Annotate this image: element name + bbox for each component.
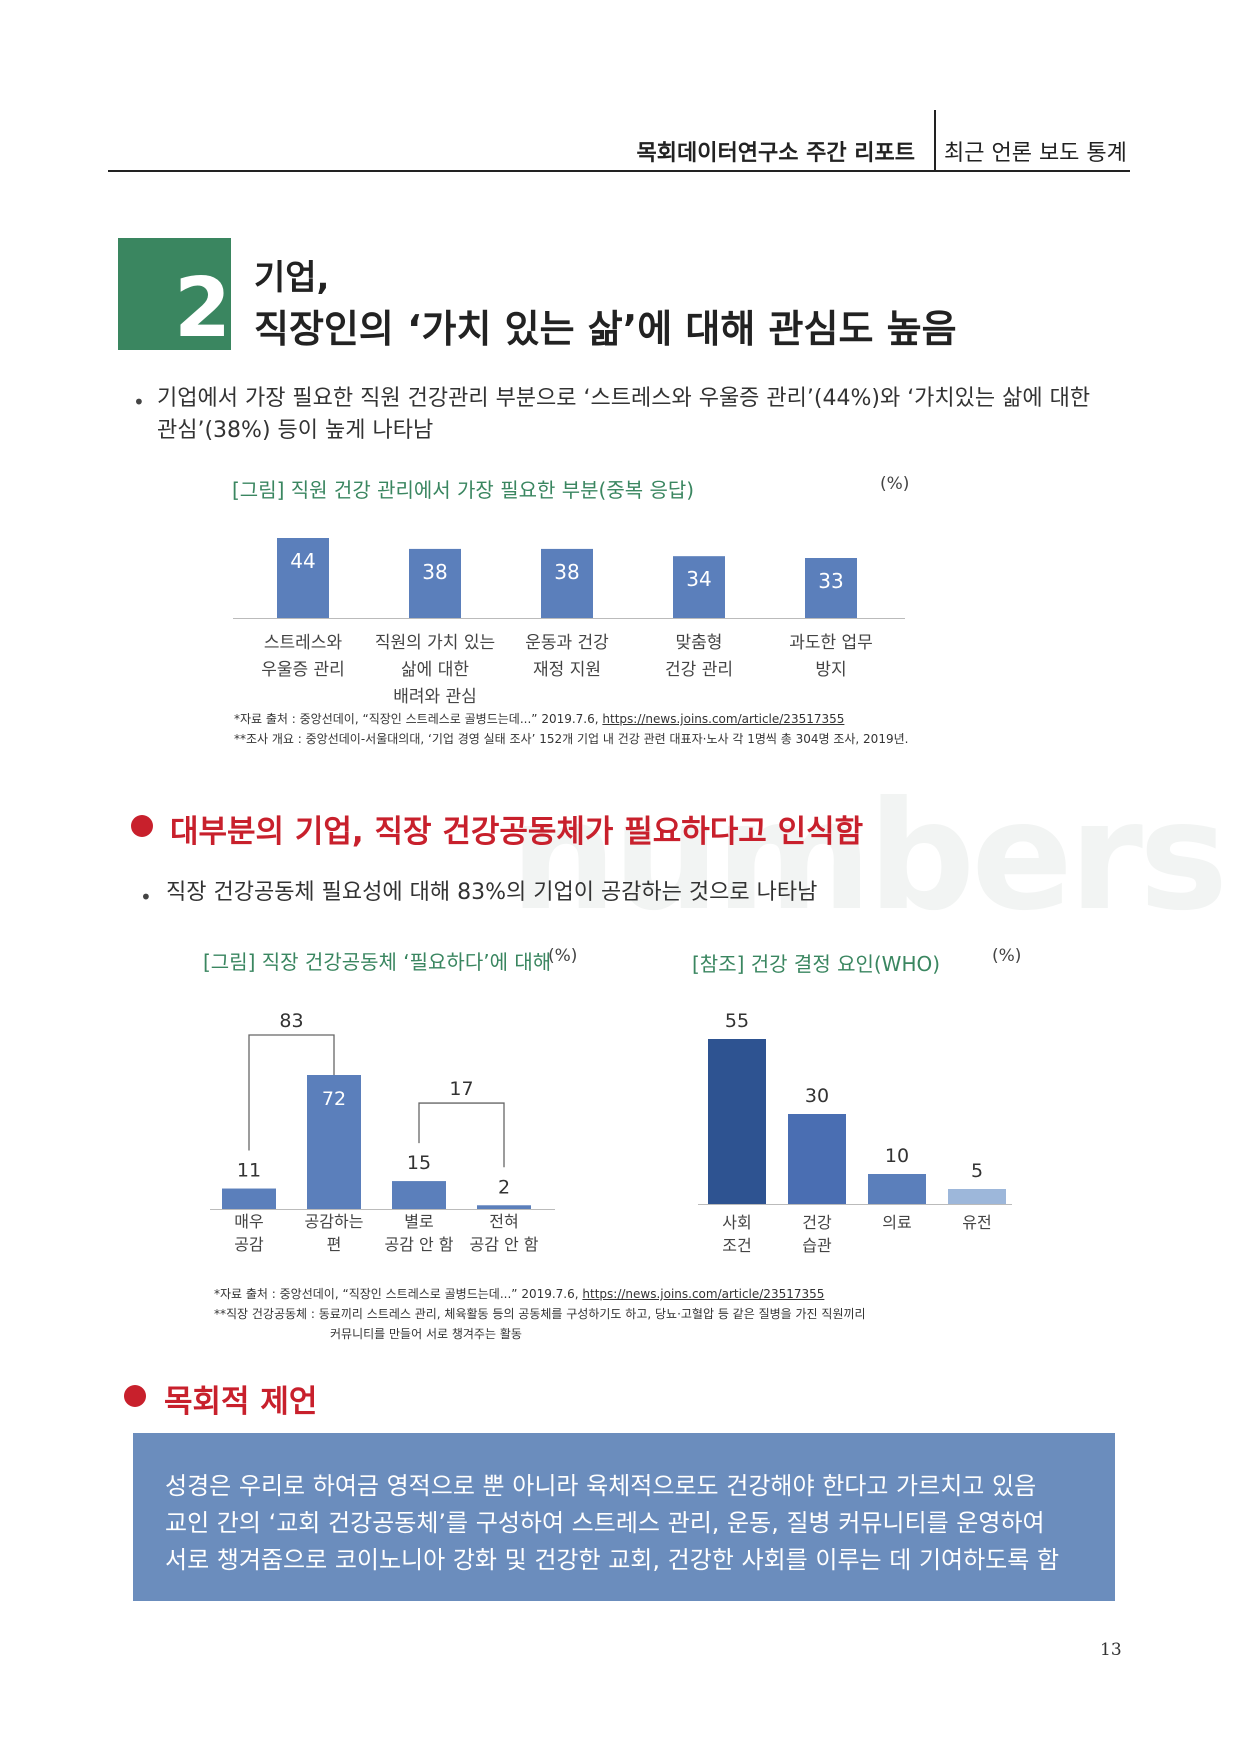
chart3-category-label: 조건 xyxy=(722,1236,751,1255)
fig2-definition-note: **직장 건강공동체 : 동료끼리 스트레스 관리, 체육활동 등의 공동체를 … xyxy=(214,1307,866,1321)
chart1-category-label: 우울증 관리 xyxy=(261,660,345,680)
section2-heading: 대부분의 기업, 직장 건강공동체가 필요하다고 인식함 xyxy=(170,814,864,850)
chart2-category-label: 공감 xyxy=(234,1235,264,1254)
proposal-line1: 성경은 우리로 하여금 영적으로 뿐 아니라 육체적으로도 건강해야 한다고 가… xyxy=(165,1472,1037,1500)
chart1-value-label: 38 xyxy=(554,560,579,584)
chart2-category-label: 편 xyxy=(327,1235,342,1254)
report-title: 목회데이터연구소 주간 리포트 xyxy=(636,141,915,166)
chart2-group-label: 17 xyxy=(449,1078,473,1100)
fig1-source-note: *자료 출처 : 중앙선데이, “직장인 스트레스로 골병드는데...” 201… xyxy=(234,712,845,726)
watermark: numbers xyxy=(510,770,1228,944)
chart1-category-label: 배려와 관심 xyxy=(393,687,477,707)
chart3-bar xyxy=(868,1174,926,1204)
header-rule xyxy=(108,170,1130,172)
chart2-category-label: 공감하는 xyxy=(305,1212,364,1231)
fig3-unit: (%) xyxy=(992,946,1022,966)
chart2-category-label: 매우 xyxy=(234,1212,263,1231)
chart2-value-label: 2 xyxy=(498,1176,510,1198)
chart1-category-label: 건강 관리 xyxy=(665,660,733,680)
chart3-category-label: 건강 xyxy=(802,1213,832,1232)
chart1-category-label: 재정 지원 xyxy=(533,660,601,680)
fig2-source-note: *자료 출처 : 중앙선데이, “직장인 스트레스로 골병드는데...” 201… xyxy=(214,1287,825,1301)
chart3-value-label: 55 xyxy=(725,1010,749,1032)
chart2-bar xyxy=(392,1181,446,1209)
fig1-title: [그림] 직원 건강 관리에서 가장 필요한 부분(중복 응답) xyxy=(232,478,695,502)
chart1-bar xyxy=(805,558,857,618)
chart2-group-bracket xyxy=(248,1034,335,1151)
bullet-marker: • xyxy=(140,885,152,909)
red-bullet-icon xyxy=(124,1385,146,1407)
section-title-line1: 기업, xyxy=(254,258,330,298)
bullet-marker: • xyxy=(133,390,145,414)
chart1-category-label: 스트레스와 xyxy=(264,633,343,653)
chart1-value-label: 33 xyxy=(818,569,843,593)
proposal-box xyxy=(133,1433,1115,1601)
proposal-line2: 교인 간의 ‘교회 건강공동체’를 구성하여 스트레스 관리, 운동, 질병 커… xyxy=(165,1509,1045,1537)
section-number: 2 xyxy=(173,261,231,356)
chart1-category-label: 직원의 가치 있는 xyxy=(375,633,495,653)
chart3-category-label: 사회 xyxy=(722,1213,751,1232)
bullet2-line1: 직장 건강공동체 필요성에 대해 83%의 기업이 공감하는 것으로 나타남 xyxy=(166,880,818,905)
chart2-category-label: 공감 안 함 xyxy=(384,1235,453,1254)
chart2-value-label: 15 xyxy=(407,1152,431,1174)
chart3-bar xyxy=(708,1039,766,1204)
bullet1-line2: 관심’(38%) 등이 높게 나타남 xyxy=(157,418,434,443)
chart2-group-bracket xyxy=(418,1102,505,1168)
chart3-bar xyxy=(948,1189,1006,1204)
bullet1-line1: 기업에서 가장 필요한 직원 건강관리 부분으로 ‘스트레스와 우울증 관리’(… xyxy=(157,386,1091,411)
chart2-value-label: 11 xyxy=(237,1160,261,1182)
chart3-bar xyxy=(788,1114,846,1204)
chart1-category-label: 운동과 건강 xyxy=(525,633,609,653)
header-divider xyxy=(934,110,936,170)
section3-heading: 목회적 제언 xyxy=(164,1384,318,1420)
chart1-category-label: 삶에 대한 xyxy=(401,660,469,680)
chart1-value-label: 44 xyxy=(290,549,315,573)
chart2-bar xyxy=(222,1188,276,1209)
chart1-category-label: 과도한 업무 xyxy=(789,633,873,653)
proposal-line3: 서로 챙겨줌으로 코이노니아 강화 및 건강한 교회, 건강한 사회를 이루는 … xyxy=(165,1546,1060,1574)
chart1-category-label: 방지 xyxy=(815,660,846,680)
chart1-bar xyxy=(409,548,461,618)
chart2-bar xyxy=(477,1205,531,1209)
chart3-category-label: 의료 xyxy=(882,1213,911,1232)
chart3-category-label: 습관 xyxy=(802,1236,832,1255)
chart1-bar xyxy=(277,538,329,618)
chart1-value-label: 34 xyxy=(686,567,711,591)
red-bullet-icon xyxy=(131,815,153,837)
page-number: 13 xyxy=(1100,1640,1122,1660)
chart2-value-label: 72 xyxy=(322,1088,346,1110)
chart1-bar xyxy=(541,548,593,618)
fig1-unit: (%) xyxy=(880,474,910,494)
chart2-category-label: 별로 xyxy=(404,1212,433,1231)
chart2-group-label: 83 xyxy=(279,1010,303,1032)
chart2-category-label: 전혀 xyxy=(489,1212,518,1231)
fig2-title: [그림] 직장 건강공동체 ‘필요하다’에 대해 xyxy=(203,950,552,974)
chart2-category-label: 공감 안 함 xyxy=(469,1235,538,1254)
fig2-definition-note-cont: 커뮤니티를 만들어 서로 챙겨주는 활동 xyxy=(330,1327,522,1341)
fig2-unit: (%) xyxy=(548,946,578,966)
chart2-bar xyxy=(307,1075,361,1209)
chart3-value-label: 5 xyxy=(971,1160,983,1182)
chart3-value-label: 10 xyxy=(885,1145,909,1167)
chart1-value-label: 38 xyxy=(422,560,447,584)
fig1-survey-note: **조사 개요 : 중앙선데이-서울대의대, ‘기업 경영 실태 조사’ 152… xyxy=(234,732,909,746)
section-label: 최근 언론 보도 통계 xyxy=(944,141,1127,166)
section-number-box xyxy=(118,238,231,350)
section-title-line2: 직장인의 ‘가치 있는 삶’에 대해 관심도 높음 xyxy=(254,307,957,351)
chart3-value-label: 30 xyxy=(805,1085,829,1107)
chart1-category-label: 맞춤형 xyxy=(676,633,723,653)
chart3-category-label: 유전 xyxy=(962,1213,991,1232)
fig3-title: [참조] 건강 결정 요인(WHO) xyxy=(692,952,941,976)
chart1-bar xyxy=(673,556,725,618)
